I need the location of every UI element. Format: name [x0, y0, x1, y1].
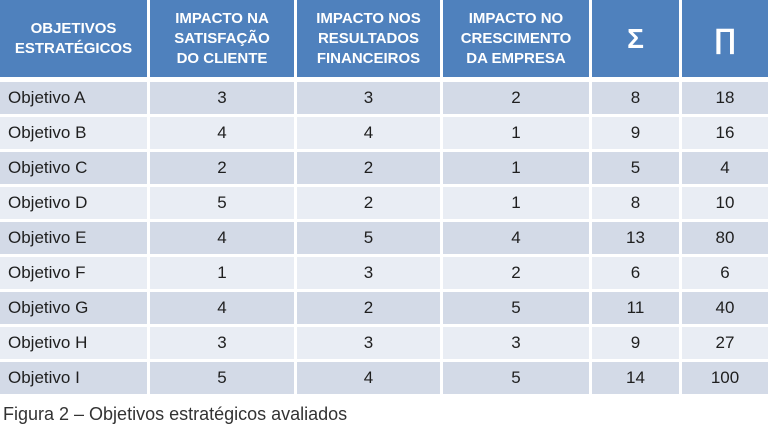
cell-produto: 6	[682, 257, 768, 292]
row-label: Objetivo B	[0, 117, 150, 152]
cell-resultados: 3	[297, 82, 443, 117]
cell-satisfacao: 5	[150, 187, 297, 222]
cell-crescimento: 1	[443, 117, 592, 152]
table-row-objetivo-c: Objetivo C 2 2 1 5 4	[0, 152, 768, 187]
cell-resultados: 2	[297, 187, 443, 222]
cell-resultados: 2	[297, 152, 443, 187]
row-label: Objetivo D	[0, 187, 150, 222]
cell-crescimento: 1	[443, 187, 592, 222]
cell-resultados: 3	[297, 257, 443, 292]
cell-satisfacao: 4	[150, 117, 297, 152]
col-header-sigma-sum: Σ	[592, 0, 682, 82]
row-label: Objetivo I	[0, 362, 150, 397]
cell-resultados: 4	[297, 117, 443, 152]
cell-satisfacao: 4	[150, 222, 297, 257]
col-header-objetivos-estrategicos: OBJETIVOS ESTRATÉGICOS	[0, 0, 150, 82]
table-row-objetivo-d: Objetivo D 5 2 1 8 10	[0, 187, 768, 222]
cell-soma: 14	[592, 362, 682, 397]
cell-resultados: 4	[297, 362, 443, 397]
table-row-objetivo-e: Objetivo E 4 5 4 13 80	[0, 222, 768, 257]
table-row-objetivo-b: Objetivo B 4 4 1 9 16	[0, 117, 768, 152]
figure-caption: Figura 2 – Objetivos estratégicos avalia…	[3, 404, 348, 424]
header-row: OBJETIVOS ESTRATÉGICOS IMPACTO NA SATISF…	[0, 0, 768, 82]
cell-crescimento: 1	[443, 152, 592, 187]
cell-soma: 5	[592, 152, 682, 187]
cell-crescimento: 4	[443, 222, 592, 257]
col-header-impacto-satisfacao: IMPACTO NA SATISFAÇÃO DO CLIENTE	[150, 0, 297, 82]
cell-crescimento: 3	[443, 327, 592, 362]
cell-resultados: 3	[297, 327, 443, 362]
cell-soma: 8	[592, 187, 682, 222]
row-label: Objetivo G	[0, 292, 150, 327]
table-row-objetivo-i: Objetivo I 5 4 5 14 100	[0, 362, 768, 397]
cell-produto: 18	[682, 82, 768, 117]
row-label: Objetivo H	[0, 327, 150, 362]
row-label: Objetivo A	[0, 82, 150, 117]
table-row-objetivo-a: Objetivo A 3 3 2 8 18	[0, 82, 768, 117]
col-header-impacto-crescimento: IMPACTO NO CRESCIMENTO DA EMPRESA	[443, 0, 592, 82]
cell-soma: 8	[592, 82, 682, 117]
cell-produto: 100	[682, 362, 768, 397]
cell-produto: 4	[682, 152, 768, 187]
objectives-table: OBJETIVOS ESTRATÉGICOS IMPACTO NA SATISF…	[0, 0, 768, 397]
cell-soma: 9	[592, 327, 682, 362]
cell-crescimento: 2	[443, 257, 592, 292]
cell-satisfacao: 4	[150, 292, 297, 327]
cell-satisfacao: 2	[150, 152, 297, 187]
cell-produto: 40	[682, 292, 768, 327]
cell-crescimento: 5	[443, 362, 592, 397]
cell-produto: 80	[682, 222, 768, 257]
cell-satisfacao: 3	[150, 327, 297, 362]
cell-satisfacao: 3	[150, 82, 297, 117]
col-header-impacto-resultados: IMPACTO NOS RESULTADOS FINANCEIROS	[297, 0, 443, 82]
cell-crescimento: 2	[443, 82, 592, 117]
cell-soma: 6	[592, 257, 682, 292]
cell-crescimento: 5	[443, 292, 592, 327]
cell-produto: 16	[682, 117, 768, 152]
cell-soma: 9	[592, 117, 682, 152]
cell-produto: 27	[682, 327, 768, 362]
cell-satisfacao: 5	[150, 362, 297, 397]
row-label: Objetivo E	[0, 222, 150, 257]
table-row-objetivo-f: Objetivo F 1 3 2 6 6	[0, 257, 768, 292]
cell-satisfacao: 1	[150, 257, 297, 292]
cell-resultados: 2	[297, 292, 443, 327]
cell-resultados: 5	[297, 222, 443, 257]
row-label: Objetivo F	[0, 257, 150, 292]
row-label: Objetivo C	[0, 152, 150, 187]
table-row-objetivo-g: Objetivo G 4 2 5 11 40	[0, 292, 768, 327]
col-header-pi-product: ∏	[682, 0, 768, 82]
cell-produto: 10	[682, 187, 768, 222]
table-row-objetivo-h: Objetivo H 3 3 3 9 27	[0, 327, 768, 362]
cell-soma: 11	[592, 292, 682, 327]
cell-soma: 13	[592, 222, 682, 257]
